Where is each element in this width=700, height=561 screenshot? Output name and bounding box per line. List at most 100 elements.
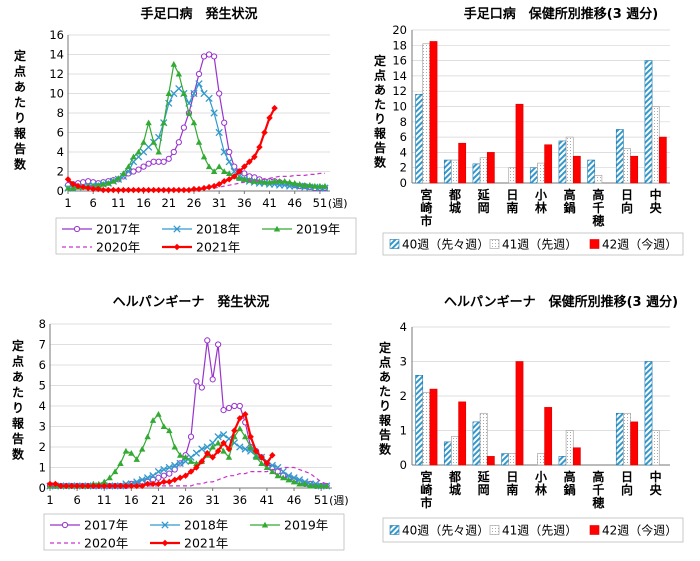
y-tick-label: 4 <box>39 399 46 413</box>
data-point <box>135 186 142 194</box>
data-point <box>241 445 249 453</box>
data-point <box>166 427 173 434</box>
data-point <box>252 454 260 460</box>
data-point <box>231 402 238 410</box>
data-point <box>290 478 298 485</box>
data-point <box>133 456 140 462</box>
data-point <box>286 179 293 185</box>
data-point <box>171 443 178 450</box>
data-point <box>266 179 273 185</box>
bar <box>458 142 467 184</box>
data-point <box>215 180 223 188</box>
bar <box>537 162 545 184</box>
data-point <box>236 175 243 181</box>
data-point <box>170 61 178 67</box>
data-point <box>63 482 70 490</box>
bar <box>565 136 574 184</box>
data-point <box>198 445 206 453</box>
data-point <box>160 423 168 430</box>
legend-label: 42週（今週） <box>602 523 677 538</box>
x-tick-label: 36 <box>232 493 247 507</box>
legend-marker <box>161 521 169 529</box>
data-point <box>69 180 77 188</box>
legend-swatch <box>589 525 600 535</box>
x-tick-label: 中央 <box>650 187 663 215</box>
y-axis-label: 定点あたり報告数 <box>379 340 392 457</box>
x-tick-label: 26 <box>178 493 193 507</box>
x-tick-label: 16 <box>136 196 151 210</box>
data-point <box>155 480 162 488</box>
data-point <box>195 70 203 78</box>
data-point <box>125 186 132 194</box>
bar <box>615 412 624 466</box>
data-point <box>205 163 213 170</box>
data-point <box>296 480 303 487</box>
data-point <box>271 178 278 184</box>
data-point <box>68 482 75 490</box>
data-point <box>138 476 146 484</box>
data-point <box>120 186 127 194</box>
x-tick-label: 46 <box>287 196 302 210</box>
data-point <box>150 186 157 194</box>
x-tick-label: 中央 <box>650 469 663 497</box>
bar <box>472 163 481 184</box>
data-point <box>187 458 195 464</box>
data-point <box>187 433 195 440</box>
data-point <box>236 443 244 451</box>
data-point <box>225 158 233 166</box>
data-point <box>117 482 124 490</box>
data-point <box>209 454 216 461</box>
bar <box>572 155 581 184</box>
bar <box>651 106 660 184</box>
data-point <box>203 443 211 451</box>
data-point <box>175 186 183 194</box>
data-point <box>258 454 265 461</box>
data-point <box>165 463 173 472</box>
chart-title: ヘルパンギーナ 保健所別推移(3 週分) <box>444 294 678 310</box>
data-point <box>160 158 167 165</box>
bar <box>486 456 495 466</box>
data-point <box>155 186 162 194</box>
legend-marker <box>61 521 69 529</box>
bar <box>415 93 424 184</box>
legend-marker <box>173 225 181 233</box>
data-point <box>138 445 146 452</box>
data-point <box>291 180 298 186</box>
data-point <box>144 480 151 488</box>
data-point <box>130 168 137 175</box>
legend-marker <box>173 243 181 251</box>
data-point <box>111 482 119 490</box>
x-tick-label: 小林 <box>535 187 547 215</box>
data-point <box>89 185 97 193</box>
data-point <box>100 186 107 194</box>
data-point <box>198 384 205 391</box>
data-point <box>130 186 137 194</box>
data-point <box>247 443 254 450</box>
data-point <box>175 70 183 77</box>
data-point <box>266 114 273 122</box>
data-point <box>193 464 200 471</box>
bar <box>630 421 639 466</box>
bar <box>544 407 553 466</box>
data-point <box>269 468 276 475</box>
data-point <box>160 465 168 474</box>
data-point <box>216 90 223 97</box>
legend-label: 40週（先々週） <box>402 238 489 252</box>
data-point <box>52 480 59 488</box>
data-point <box>143 474 152 482</box>
data-point <box>226 170 233 177</box>
data-point <box>95 181 102 188</box>
data-point <box>171 461 179 470</box>
bar <box>644 60 653 184</box>
data-point <box>155 148 162 155</box>
data-point <box>166 478 173 486</box>
data-point <box>256 143 263 151</box>
chart-title: 手足口病 発生状況 <box>140 6 257 22</box>
data-point <box>236 425 244 432</box>
data-point <box>236 415 244 422</box>
data-point <box>226 176 233 183</box>
x-tick-label: 11 <box>111 196 126 210</box>
legend-label: 2017年 <box>96 222 140 237</box>
x-tick-label: 延岡 <box>477 469 491 497</box>
data-point <box>251 153 258 161</box>
